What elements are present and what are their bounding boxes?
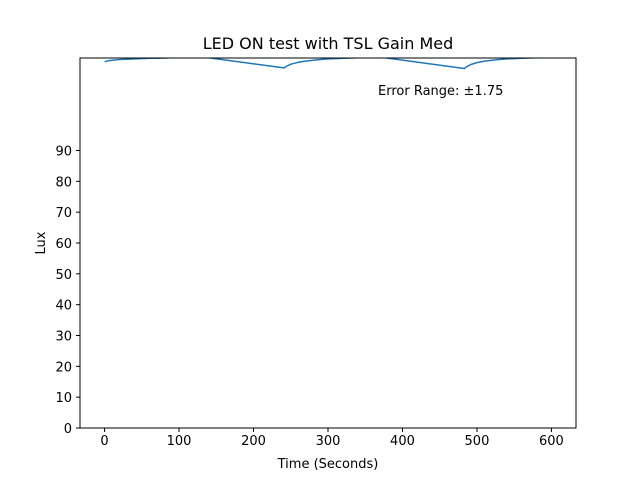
x-tick-label: 200	[241, 434, 266, 449]
x-tick-label: 400	[390, 434, 415, 449]
x-tick-label: 600	[539, 434, 564, 449]
error-range-annotation: Error Range: ±1.75	[378, 84, 503, 99]
y-tick-label: 30	[55, 330, 72, 345]
x-tick-label: 0	[100, 434, 108, 449]
x-tick-label: 100	[167, 434, 192, 449]
chart-title: LED ON test with TSL Gain Med	[203, 34, 454, 53]
x-axis-ticks: 0 100 200 300 400 500 600	[100, 428, 564, 449]
y-tick-label: 20	[55, 360, 72, 375]
x-axis-label: Time (Seconds)	[277, 457, 379, 472]
y-tick-label: 80	[55, 175, 72, 190]
y-axis-label: Lux	[34, 231, 49, 254]
y-tick-label: 0	[64, 422, 72, 437]
x-tick-label: 500	[465, 434, 490, 449]
y-tick-label: 70	[55, 206, 72, 221]
y-tick-label: 10	[55, 391, 72, 406]
y-tick-label: 40	[55, 299, 72, 314]
y-tick-label: 60	[55, 237, 72, 252]
x-tick-label: 300	[316, 434, 341, 449]
y-axis-ticks: 0 10 20 30 40 50 60 70 80 90	[55, 145, 80, 437]
y-tick-label: 50	[55, 268, 72, 283]
y-tick-label: 90	[55, 145, 72, 160]
